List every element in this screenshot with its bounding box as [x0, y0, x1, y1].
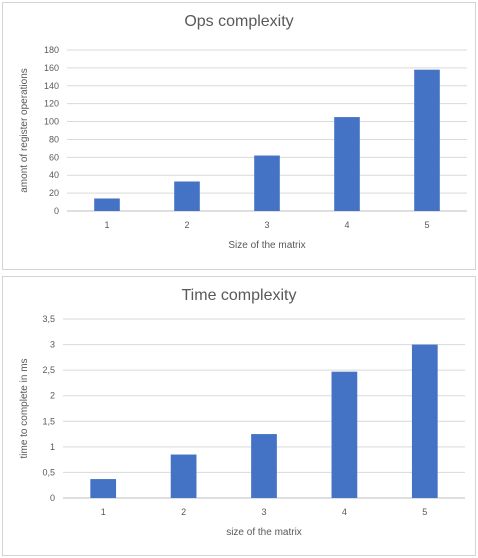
ops-complexity-chart: Ops complexity 0 20 40 60 80 100 120 140 160 180 1…	[2, 2, 476, 270]
bar-4	[334, 117, 360, 211]
bar-2	[174, 181, 200, 211]
y-tick-label: 1	[50, 442, 55, 452]
ops-complexity-plot: 0 20 40 60 80 100 120 140 160 180 1 2 3 4 5 Size of the…	[19, 45, 467, 251]
chart-title: Time complexity	[181, 287, 297, 304]
bar-1	[94, 198, 120, 211]
y-tick-label: 1,5	[42, 416, 55, 426]
y-tick-label: 20	[49, 188, 59, 198]
time-complexity-chart: Time complexity 0 0,5 1 1,5 2 2,5 3 3,5 1 2 3 4 5 siz…	[2, 276, 476, 556]
y-tick-label: 0,5	[42, 467, 55, 477]
y-tick-label: 80	[49, 134, 59, 144]
chart-title: Ops complexity	[184, 13, 294, 30]
bar-1	[90, 479, 117, 498]
x-axis-label: size of the matrix	[226, 527, 302, 538]
x-axis-label: Size of the matrix	[228, 240, 305, 251]
bar-3	[251, 434, 277, 498]
y-tick-label: 3,5	[42, 314, 55, 324]
y-axis-label: amont of register operations	[19, 68, 30, 193]
x-tick-label: 1	[104, 220, 109, 230]
x-tick-label: 2	[184, 220, 189, 230]
bar-4	[331, 371, 358, 498]
y-axis-label: time to complete in ms	[19, 358, 30, 458]
x-tick-label: 3	[264, 220, 269, 230]
y-tick-label: 40	[49, 170, 59, 180]
bar-5	[414, 69, 440, 211]
y-tick-label: 2	[50, 391, 55, 401]
x-tick-label: 1	[101, 507, 106, 517]
x-tick-label: 3	[261, 507, 266, 517]
x-tick-label: 5	[424, 220, 429, 230]
x-tick-label: 4	[342, 507, 347, 517]
x-tick-label: 5	[422, 507, 427, 517]
y-tick-label: 3	[50, 340, 55, 350]
y-tick-label: 160	[44, 63, 59, 73]
y-tick-label: 120	[44, 99, 59, 109]
y-tick-label: 180	[44, 45, 59, 55]
bar-2	[170, 454, 197, 498]
x-tick-label: 4	[344, 220, 349, 230]
y-tick-label: 140	[44, 81, 59, 91]
y-tick-label: 2,5	[42, 365, 55, 375]
bar-5	[411, 344, 438, 498]
y-tick-label: 60	[49, 152, 59, 162]
y-tick-label: 100	[44, 117, 59, 127]
y-tick-label: 0	[54, 206, 59, 216]
y-tick-label: 0	[50, 493, 55, 503]
x-tick-label: 2	[181, 507, 186, 517]
time-complexity-plot: 0 0,5 1 1,5 2 2,5 3 3,5 1 2 3 4 5 size of the matrix t…	[19, 314, 465, 538]
bar-3	[254, 155, 280, 211]
